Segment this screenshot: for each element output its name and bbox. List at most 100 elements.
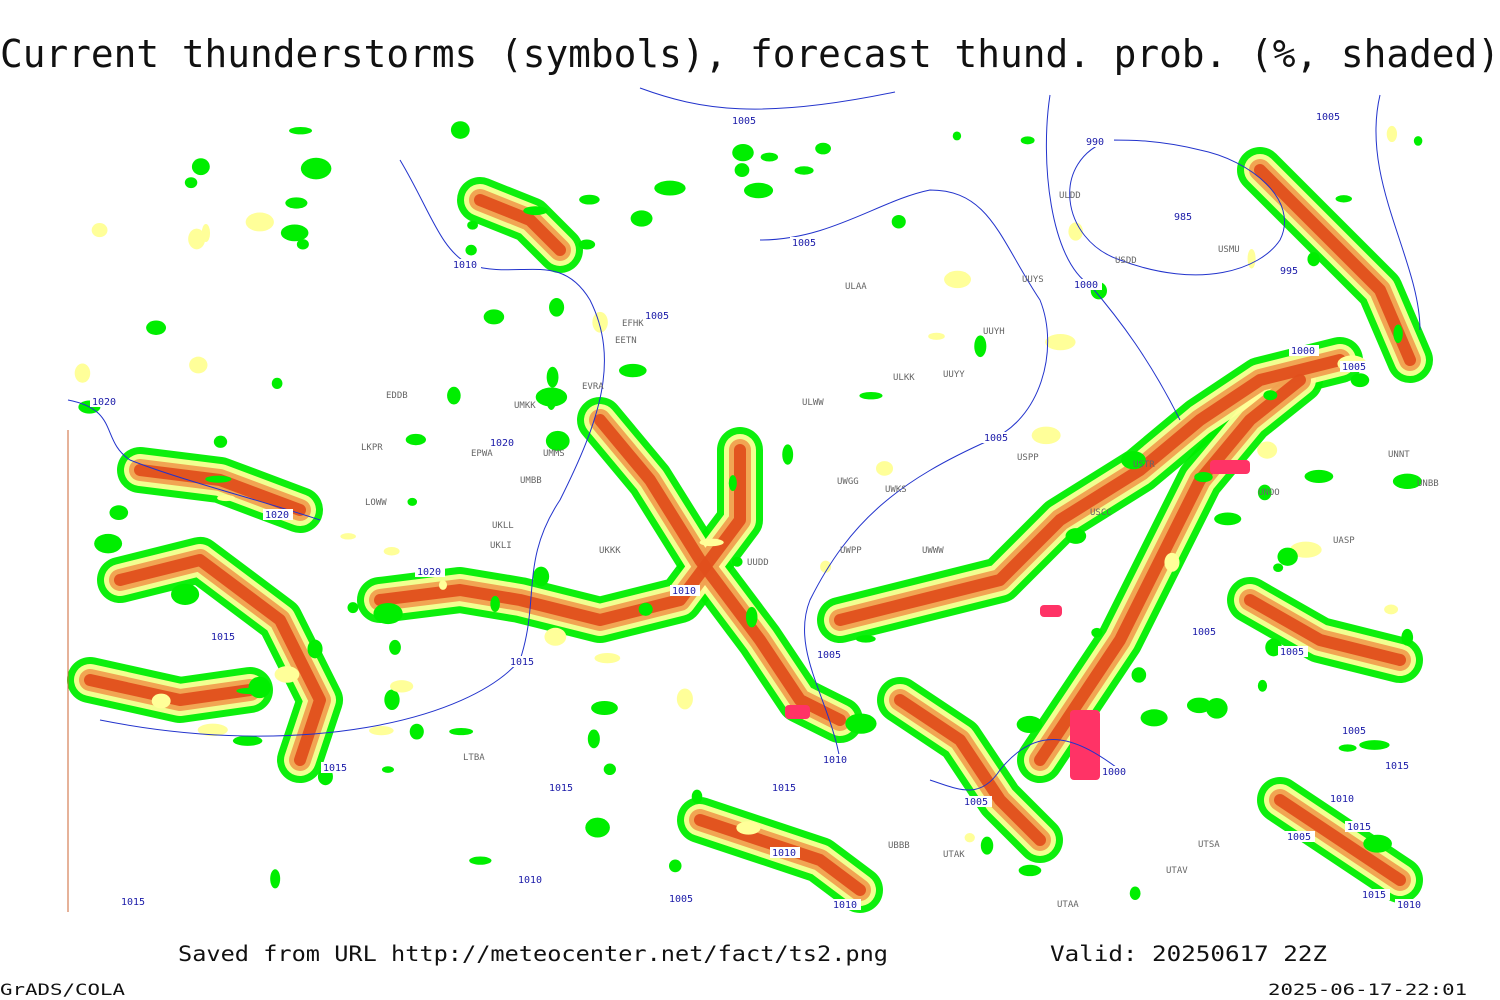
shade-spot (638, 602, 653, 616)
shade-spot (390, 680, 414, 693)
isobar-label: 985 (1174, 212, 1192, 223)
shade-spot (845, 713, 877, 734)
isobar-label-bg (508, 656, 538, 667)
source-url: Saved from URL http://meteocenter.net/fa… (178, 942, 888, 966)
station-label: UTSA (1198, 840, 1220, 850)
shade-spot (1257, 484, 1272, 501)
shade-spot (217, 495, 236, 502)
isobar-label-bg (119, 896, 149, 907)
isobar-label: 1010 (833, 900, 857, 911)
isobar-label: 1015 (121, 897, 145, 908)
station-label: UKLI (490, 541, 512, 551)
isobar-label-bg (1395, 899, 1425, 910)
isobar-label-bg (667, 893, 697, 904)
isobar-label: 1010 (453, 260, 477, 271)
shade-spot (964, 832, 975, 843)
shade-spot (532, 566, 550, 587)
shade-spot (952, 131, 962, 141)
isobar-label-bg (962, 796, 992, 807)
shade-spot (467, 220, 478, 230)
shade-spot (151, 693, 171, 709)
shade-spot (1131, 667, 1147, 683)
shade-band (834, 354, 1346, 626)
shade-spot (1016, 715, 1043, 733)
station-label: UWKS (885, 485, 907, 495)
isobar-label-bg (643, 310, 673, 321)
shade-spot (438, 580, 448, 590)
probability-shading (67, 121, 1433, 913)
station-label: UNBB (1417, 479, 1439, 489)
shade-spot (109, 505, 129, 521)
shade-spot (1140, 709, 1168, 727)
shade-spot (1205, 697, 1228, 719)
isobar-label: 1005 (1287, 832, 1311, 843)
station-label: LKPR (361, 443, 383, 453)
isobar-label: 1020 (490, 438, 514, 449)
isobar-label-bg (770, 782, 800, 793)
shade-spot (891, 214, 906, 229)
isobar-label: 1005 (1192, 627, 1216, 638)
shade-spot (1392, 473, 1422, 490)
shade-spot (191, 158, 210, 176)
isobar-label: 990 (1086, 137, 1104, 148)
isobar-label-bg (1345, 821, 1375, 832)
station-label: USCC (1090, 508, 1112, 518)
shade-spot (285, 197, 308, 209)
isobar-label: 1005 (817, 650, 841, 661)
shade-spot (815, 142, 831, 155)
isobar-label-bg (1172, 211, 1202, 222)
station-label: UNOO (1258, 488, 1280, 498)
isobar-label-bg (1340, 725, 1370, 736)
shade-spot (1401, 628, 1414, 646)
station-label: ULKK (893, 373, 915, 383)
shade-spot (91, 223, 108, 238)
shade-spot (1257, 441, 1278, 459)
shade-spot (383, 547, 400, 556)
shade-spot (546, 366, 559, 388)
isobar-label-bg (1100, 766, 1130, 777)
station-label: USPP (1017, 453, 1039, 463)
shade-spot (736, 821, 761, 835)
station-label: UKKK (599, 546, 621, 556)
isobar-label: 1010 (518, 875, 542, 886)
isobar-label: 1005 (1316, 112, 1340, 123)
shade-band (594, 414, 846, 726)
station-label: UMKK (514, 401, 536, 411)
shade-spot (1045, 334, 1076, 351)
shade-spot (654, 180, 686, 196)
shade-spot (630, 210, 653, 227)
shade-spot (450, 121, 470, 139)
isobar-label: 1010 (772, 848, 796, 859)
isobar-label-bg (831, 899, 861, 910)
isobar-label-bg (90, 396, 120, 407)
shade-spot (731, 556, 743, 567)
shade-spot (1068, 222, 1083, 241)
station-label: UUYS (1022, 275, 1044, 285)
isobar-label-bg (1278, 646, 1308, 657)
shade-spot (270, 869, 281, 889)
shade-spot (676, 688, 693, 710)
shade-spot (389, 639, 401, 655)
isobar-label: 1015 (1347, 822, 1371, 833)
shade-spot (280, 224, 309, 242)
shade-spot (347, 602, 359, 614)
shade-spot (734, 163, 750, 177)
shade-spot (1289, 541, 1322, 558)
shade-spot (296, 239, 309, 250)
shade-spot (447, 386, 461, 405)
isobar-label: 1005 (1342, 362, 1366, 373)
isobar-label: 1015 (510, 657, 534, 668)
isobar-label: 1000 (1291, 346, 1315, 357)
shade-spot (1194, 471, 1213, 483)
station-label: UKLL (492, 521, 514, 531)
shade-spot (875, 461, 894, 476)
shade-spot (1350, 373, 1370, 388)
shade-spot (1277, 547, 1298, 566)
shade-spot (449, 727, 474, 736)
shade-spot (490, 595, 500, 612)
shade-spot (409, 723, 424, 740)
shade-spot (928, 332, 945, 340)
software: GrADS/COLA (0, 980, 125, 999)
shade-spot (1393, 324, 1403, 344)
station-label: UASP (1333, 536, 1355, 546)
